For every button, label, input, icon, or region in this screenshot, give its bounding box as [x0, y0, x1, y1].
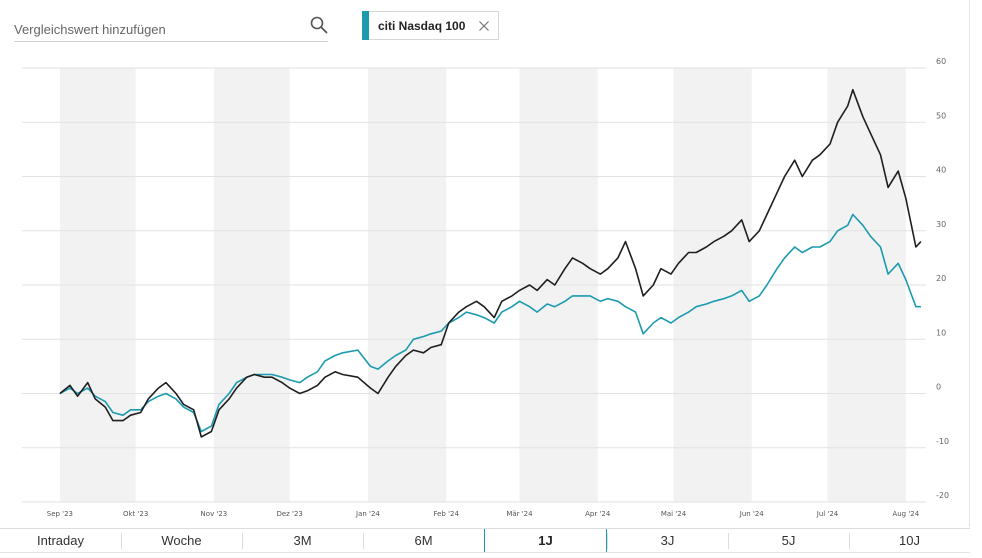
chip-label: citi Nasdaq 100: [378, 18, 466, 33]
y-tick-label: -10: [936, 437, 949, 446]
x-tick-label: Aug '24: [892, 510, 919, 518]
x-tick-label: Jul '24: [816, 510, 839, 518]
search-box: [14, 12, 328, 42]
performance-chart: 60 50 40 30 20 10 0 -10 -20 Sep '23 Okt '23 Nov '2…: [22, 57, 949, 518]
tab-6m[interactable]: 6M: [363, 529, 484, 553]
y-tick-label: 30: [936, 220, 946, 229]
x-tick-label: Jan '24: [355, 510, 380, 518]
x-tick-label: Mär '24: [506, 510, 533, 518]
tab-intraday[interactable]: Intraday: [37, 533, 84, 548]
y-tick-label: 40: [936, 166, 946, 175]
y-tick-label: 0: [936, 383, 941, 392]
y-tick-label: 10: [936, 328, 946, 337]
y-tick-label: 20: [936, 274, 946, 283]
tab-3j[interactable]: 3J: [607, 529, 728, 553]
series-line: [59, 88, 922, 438]
close-icon[interactable]: [478, 20, 490, 32]
x-tick-label: Dez '23: [276, 510, 302, 518]
y-tick-label: 60: [936, 57, 946, 66]
x-tick-label: Nov '23: [201, 510, 228, 518]
tab-3m[interactable]: 3M: [242, 529, 363, 553]
tab-10j[interactable]: 10J: [849, 529, 970, 553]
comparison-chip: citi Nasdaq 100: [362, 11, 499, 40]
y-tick-label: -20: [936, 491, 949, 500]
tab-1j[interactable]: 1J: [484, 529, 607, 553]
panel-divider: [969, 0, 970, 527]
tab-5j[interactable]: 5J: [728, 529, 849, 553]
search-input[interactable]: [14, 22, 294, 37]
x-tick-label: Feb '24: [433, 510, 459, 518]
x-tick-label: Apr '24: [585, 510, 611, 518]
x-tick-label: Sep '23: [47, 510, 73, 518]
x-tick-label: Okt '23: [123, 510, 148, 518]
bottom-divider: [0, 552, 970, 553]
x-tick-label: Jun '24: [739, 510, 765, 518]
timeframe-tabs: Intraday Woche 3M 6M 1J 3J 5J 10J: [0, 528, 970, 553]
x-tick-label: Mai '24: [661, 510, 687, 518]
chip-color-marker: [362, 11, 369, 40]
tab-woche[interactable]: Woche: [121, 529, 242, 553]
series-line: [59, 213, 921, 433]
search-icon[interactable]: [310, 16, 328, 34]
y-tick-label: 50: [936, 111, 946, 120]
